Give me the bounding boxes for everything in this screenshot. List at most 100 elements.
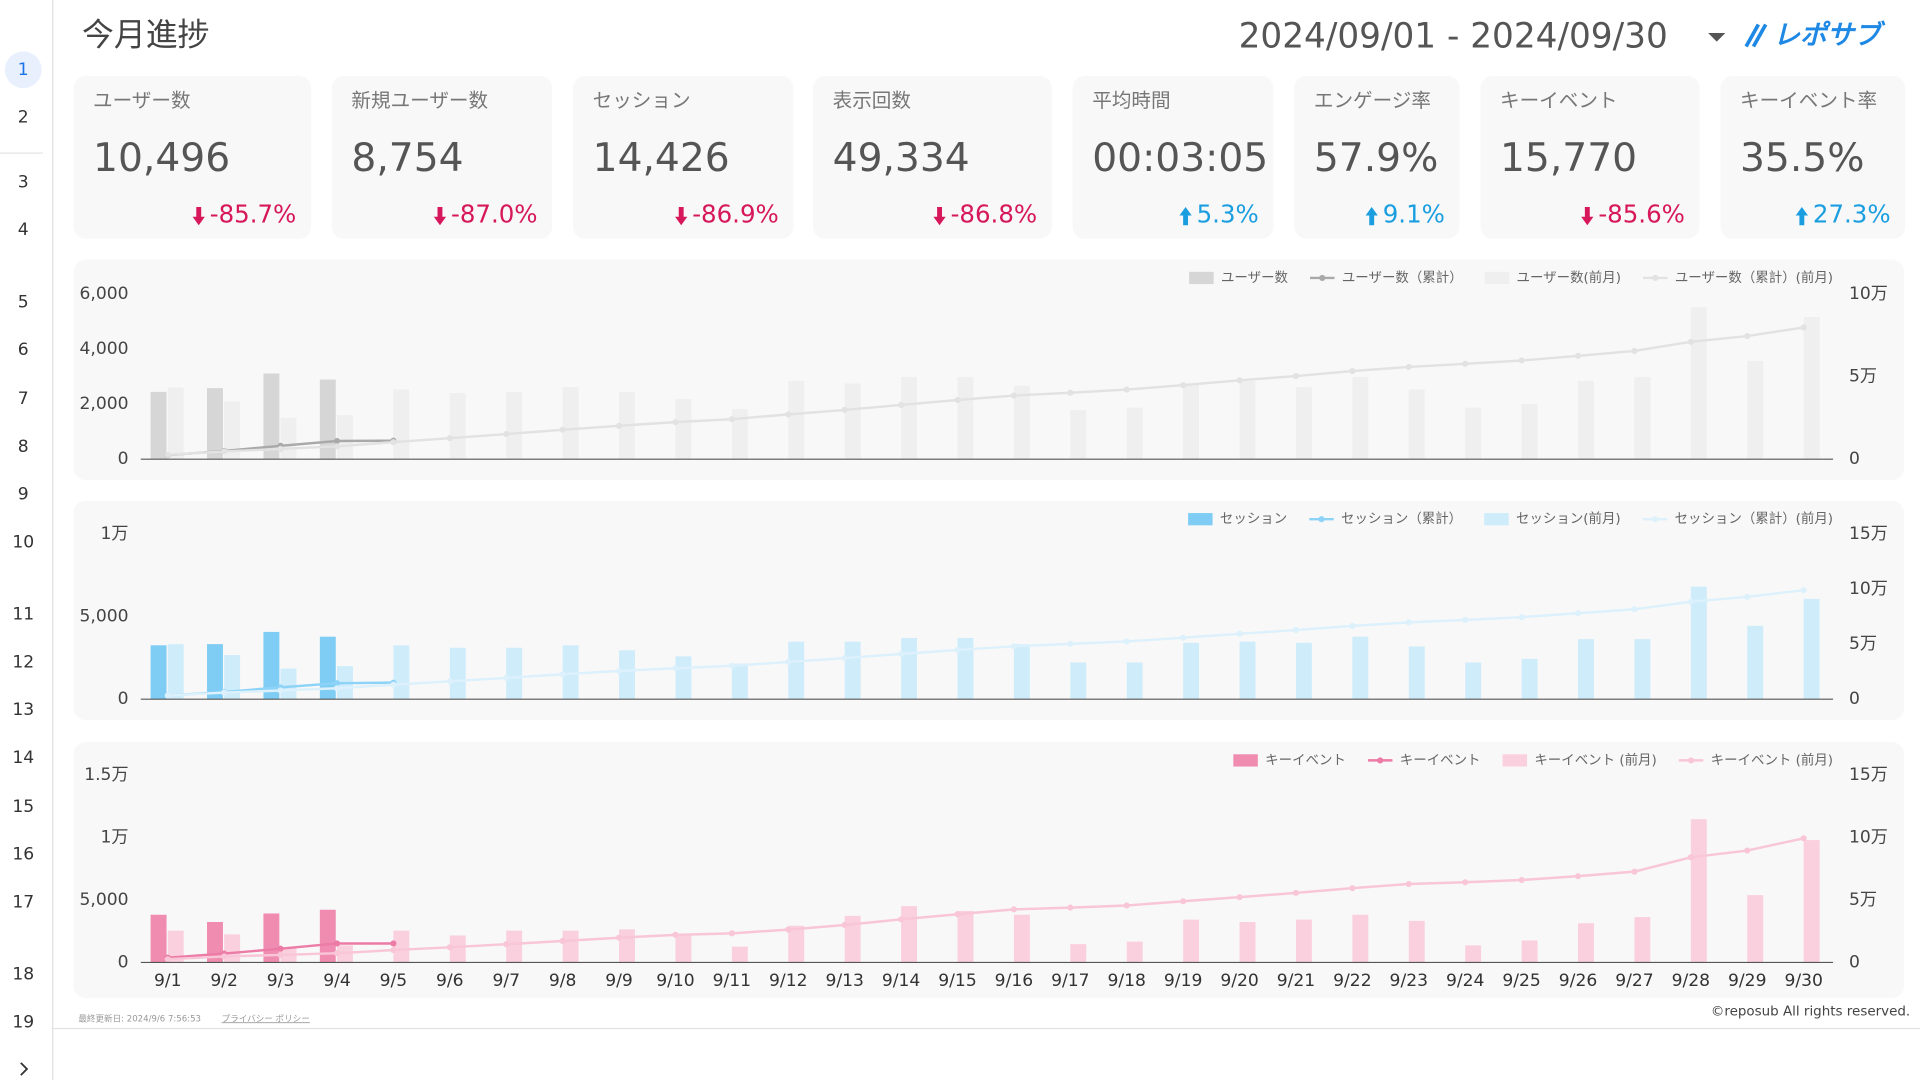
- kpi-value: 49,334: [833, 136, 970, 181]
- line-point: [841, 921, 848, 929]
- line-point: [954, 646, 961, 653]
- legend-swatch: [1502, 754, 1528, 767]
- line-point: [1349, 368, 1356, 375]
- line-point: [559, 426, 566, 433]
- bar: [449, 647, 466, 700]
- sidebar-row[interactable]: 2: [18, 108, 29, 128]
- sidebar-row[interactable]: 18: [12, 965, 34, 985]
- x-tick-label: 9/30: [1784, 971, 1822, 991]
- kpi-card: 表示回数 49,334 -86.8%: [813, 75, 1052, 239]
- logo: レポサブ: [1744, 20, 1886, 51]
- x-tick-label: 9/26: [1559, 971, 1597, 991]
- kpi-card-bg: [1072, 75, 1274, 239]
- line-point: [1180, 634, 1187, 641]
- legend-swatch-dot: [1688, 757, 1695, 764]
- line-point: [333, 443, 341, 450]
- bar: [224, 655, 241, 700]
- sidebar-row[interactable]: 10: [12, 532, 34, 552]
- bar: [1352, 914, 1369, 963]
- kpi-label: キーイベント率: [1740, 89, 1877, 112]
- line-point: [277, 687, 284, 694]
- sidebar-row[interactable]: 3: [18, 172, 29, 192]
- bar: [207, 388, 223, 460]
- x-tick-label: 9/21: [1277, 971, 1315, 991]
- kpi-card-bg: [331, 75, 553, 239]
- sidebar-row[interactable]: 8: [18, 437, 29, 457]
- legend-label: キーイベント (前月): [1711, 751, 1833, 768]
- bar: [1521, 940, 1538, 963]
- date-range[interactable]: 2024/09/01 - 2024/09/30: [1239, 16, 1668, 56]
- legend-swatch-dot: [1651, 516, 1659, 523]
- sidebar-row[interactable]: 12: [12, 652, 34, 672]
- line-point: [1800, 324, 1807, 331]
- sidebar-row[interactable]: 16: [12, 845, 34, 865]
- bar: [1183, 642, 1200, 700]
- bar: [263, 373, 280, 460]
- kpi-trend-icon: [675, 206, 688, 226]
- kpi-card: 新規ユーザー数 8,754 -87.0%: [331, 75, 553, 239]
- kpi-value: 35.5%: [1740, 136, 1864, 181]
- sidebar-row[interactable]: 11: [12, 605, 34, 625]
- sidebar-row[interactable]: 4: [18, 220, 29, 240]
- kpi-change: 9.1%: [1383, 200, 1445, 229]
- bar: [1690, 819, 1707, 963]
- date-dropdown[interactable]: [1708, 33, 1726, 42]
- legend-swatch: [1484, 271, 1510, 285]
- kpi-card: ユーザー数 10,496 -85.7%: [73, 75, 312, 239]
- bar: [1126, 941, 1143, 963]
- sidebar-row[interactable]: 19: [12, 1012, 34, 1032]
- sidebar-row[interactable]: 13: [12, 700, 34, 720]
- line-point: [672, 931, 679, 938]
- sidebar-row[interactable]: 9: [18, 485, 29, 505]
- x-tick-label: 9/24: [1446, 971, 1484, 991]
- bar: [1239, 641, 1256, 700]
- kpi-label: ユーザー数: [93, 89, 191, 112]
- sidebar-row[interactable]: 6: [18, 340, 29, 360]
- x-tick-label: 9/14: [882, 971, 920, 991]
- bar: [1070, 662, 1087, 700]
- bar: [1295, 387, 1312, 460]
- bar: [1183, 384, 1200, 460]
- line-point: [333, 680, 341, 687]
- chart: 0 5,000 1万 1.5万 0 5万 10万 15万 9/1 9/2 9/3 9/4 9/5 9/6 9…: [73, 742, 1905, 998]
- kpi-card-bg: [1480, 75, 1700, 239]
- bar: [901, 906, 918, 963]
- bar: [207, 644, 223, 700]
- line-point: [728, 662, 735, 669]
- y-tick-label: 1.5万: [84, 765, 128, 785]
- bar: [1013, 644, 1030, 700]
- kpi-trend-icon: [1581, 206, 1594, 226]
- kpi-card-bg: [1720, 75, 1906, 239]
- legend-swatch-dot: [1377, 757, 1384, 764]
- sidebar-row[interactable]: 5: [18, 292, 29, 312]
- bar: [1126, 407, 1143, 460]
- line-point: [221, 448, 228, 455]
- bar: [675, 656, 692, 700]
- bar: [844, 641, 861, 700]
- line: [167, 588, 1804, 697]
- line-point: [1687, 598, 1694, 605]
- chart-panel: [73, 500, 1905, 720]
- line-point: [1405, 619, 1412, 626]
- bar: [150, 391, 167, 460]
- line-point: [277, 445, 284, 452]
- line-point: [1349, 622, 1356, 629]
- sidebar-row[interactable]: 1: [18, 60, 29, 80]
- kpi-label: 平均時間: [1092, 89, 1170, 112]
- legend-label: ユーザー数: [1221, 270, 1289, 286]
- bar: [207, 921, 223, 963]
- line-point: [1631, 606, 1638, 613]
- sidebar-row[interactable]: 17: [12, 892, 34, 912]
- line-point: [898, 401, 905, 409]
- y2-tick-label: 10万: [1849, 284, 1888, 304]
- sidebar-row[interactable]: 14: [12, 748, 34, 768]
- sidebar-expand[interactable]: [20, 1062, 29, 1076]
- sidebar-row[interactable]: 7: [18, 389, 29, 409]
- sidebar-row[interactable]: 15: [12, 797, 34, 817]
- line-point: [785, 658, 792, 665]
- line-point: [1067, 904, 1074, 911]
- privacy-link[interactable]: プライバシー ポリシー: [222, 1013, 310, 1024]
- legend: キーイベント キーイベント キーイベント (前月) キーイベント (前月): [1233, 751, 1833, 768]
- bar: [562, 387, 579, 460]
- line-point: [1687, 854, 1694, 861]
